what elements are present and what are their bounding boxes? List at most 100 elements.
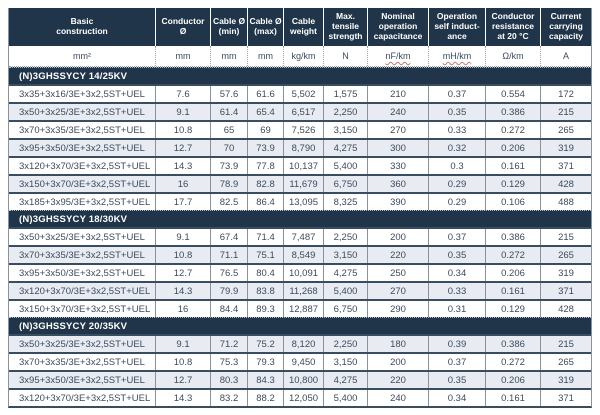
- table-row: 3x120+3x70/3E+3x2,5ST+UEL 14.3 73.9 77.8 10,…: [9, 156, 591, 174]
- value-cell: 360: [367, 176, 428, 192]
- value-cell: 57.6: [210, 86, 247, 102]
- unit-label: nF/km: [385, 51, 411, 61]
- value-cell: 300: [367, 140, 428, 156]
- value-cell: 3,150: [323, 354, 367, 370]
- value-cell: 12,050: [283, 390, 323, 406]
- value-cell: 0.29: [428, 194, 485, 210]
- construction-cell: 3x150+3x70/3E+3x2,5ST+UEL: [19, 178, 151, 190]
- value-cell: 71.1: [210, 247, 247, 263]
- value-cell: 83.2: [210, 390, 247, 406]
- construction-cell: 3x120+3x70/3E+3x2,5ST+UEL: [19, 392, 151, 404]
- table-row: 3x120+3x70/3E+3x2,5ST+UEL 14.3 79.9 83.8 11,…: [9, 281, 591, 299]
- value-cell: 0.129: [485, 176, 540, 192]
- value-cell: 9.1: [155, 336, 210, 352]
- column-header: Current carrying capacity: [540, 8, 591, 46]
- construction-cell: 3x70+3x35/3E+3x2,5ST+UEL: [19, 124, 145, 136]
- value-cell: 12.7: [155, 372, 210, 388]
- value-cell: 2,250: [323, 336, 367, 352]
- value-cell: 16: [155, 301, 210, 317]
- value-cell: 172: [540, 86, 591, 102]
- table-sections: (N)3GHSSYCY 14/25KV 3x35+3x16/3E+3x2,5ST+…: [9, 67, 591, 406]
- column-unit: mH/km: [428, 46, 485, 66]
- value-cell: 1,575: [323, 86, 367, 102]
- value-cell: 371: [540, 283, 591, 299]
- construction-cell: 3x70+3x35/3E+3x2,5ST+UEL: [19, 249, 145, 261]
- value-cell: 270: [367, 283, 428, 299]
- value-cell: 0.35: [428, 247, 485, 263]
- value-cell: 0.206: [485, 265, 540, 281]
- unit-label: A: [562, 51, 569, 61]
- construction-cell: 3x120+3x70/3E+3x2,5ST+UEL: [19, 160, 151, 172]
- value-cell: 371: [540, 390, 591, 406]
- column-unit: nF/km: [367, 46, 428, 66]
- value-cell: 73.9: [247, 140, 283, 156]
- construction-cell: 3x70+3x35/3E+3x2,5ST+UEL: [19, 356, 145, 368]
- value-cell: 0.33: [428, 283, 485, 299]
- value-cell: 75.2: [247, 336, 283, 352]
- column-header: Cable weight: [283, 8, 323, 46]
- value-cell: 4,275: [323, 265, 367, 281]
- unit-label: kg/km: [291, 51, 316, 61]
- construction-cell: 3x50+3x25/3E+3x2,5ST+UEL: [19, 106, 145, 118]
- value-cell: 2,250: [323, 229, 367, 245]
- value-cell: 76.5: [210, 265, 247, 281]
- value-cell: 84.3: [247, 372, 283, 388]
- value-cell: 3,150: [323, 122, 367, 138]
- column-unit: kg/km: [283, 46, 323, 66]
- table-row: 3x150+3x70/3E+3x2,5ST+UEL 16 84.4 89.3 12,88…: [9, 299, 591, 317]
- column-unit: N: [323, 46, 367, 66]
- unit-label: mm: [258, 51, 273, 61]
- value-cell: 65.4: [247, 104, 283, 120]
- unit-label: mm: [221, 51, 237, 61]
- value-cell: 0.386: [485, 229, 540, 245]
- construction-cell: 3x120+3x70/3E+3x2,5ST+UEL: [19, 285, 151, 297]
- value-cell: 75.1: [247, 247, 283, 263]
- table-row: 3x50+3x25/3E+3x2,5ST+UEL 9.1 71.2 75.2 8,120…: [9, 334, 591, 352]
- value-cell: 0.37: [428, 86, 485, 102]
- value-cell: 10.8: [155, 122, 210, 138]
- value-cell: 270: [367, 122, 428, 138]
- column-header: Max. tensile strength: [323, 8, 367, 46]
- value-cell: 13,095: [283, 194, 323, 210]
- column-unit: mm²: [9, 46, 155, 66]
- value-cell: 319: [540, 140, 591, 156]
- value-cell: 215: [540, 229, 591, 245]
- value-cell: 6,750: [323, 301, 367, 317]
- value-cell: 371: [540, 158, 591, 174]
- value-cell: 70: [210, 140, 247, 156]
- value-cell: 0.161: [485, 158, 540, 174]
- column-header: Nominal operation capacitance: [367, 8, 428, 46]
- construction-cell: 3x95+3x50/3E+3x2,5ST+UEL: [19, 267, 145, 279]
- value-cell: 5,502: [283, 86, 323, 102]
- value-cell: 0.31: [428, 301, 485, 317]
- value-cell: 10.8: [155, 354, 210, 370]
- value-cell: 3,150: [323, 247, 367, 263]
- construction-cell: 3x50+3x25/3E+3x2,5ST+UEL: [19, 338, 145, 350]
- value-cell: 89.3: [247, 301, 283, 317]
- value-cell: 265: [540, 122, 591, 138]
- value-cell: 0.37: [428, 229, 485, 245]
- section-title: (N)3GHSSYCY 14/25KV: [9, 67, 591, 84]
- value-cell: 0.35: [428, 372, 485, 388]
- value-cell: 79.9: [210, 283, 247, 299]
- cable-spec-table: Basic construction Conductor Ø Cable Ø (mi…: [8, 8, 592, 408]
- value-cell: 80.4: [247, 265, 283, 281]
- value-cell: 319: [540, 265, 591, 281]
- unit-label: mH/km: [442, 51, 472, 61]
- value-cell: 0.272: [485, 122, 540, 138]
- value-cell: 11,679: [283, 176, 323, 192]
- value-cell: 0.37: [428, 354, 485, 370]
- column-unit: A: [540, 46, 591, 66]
- value-cell: 14.3: [155, 390, 210, 406]
- value-cell: 6,750: [323, 176, 367, 192]
- value-cell: 330: [367, 158, 428, 174]
- value-cell: 0.386: [485, 104, 540, 120]
- value-cell: 84.4: [210, 301, 247, 317]
- unit-label: mm²: [73, 51, 91, 61]
- value-cell: 220: [367, 247, 428, 263]
- value-cell: 10.8: [155, 247, 210, 263]
- column-header: Cable Ø (max): [247, 8, 283, 46]
- column-unit: mm: [155, 46, 210, 66]
- value-cell: 200: [367, 354, 428, 370]
- value-cell: 7.6: [155, 86, 210, 102]
